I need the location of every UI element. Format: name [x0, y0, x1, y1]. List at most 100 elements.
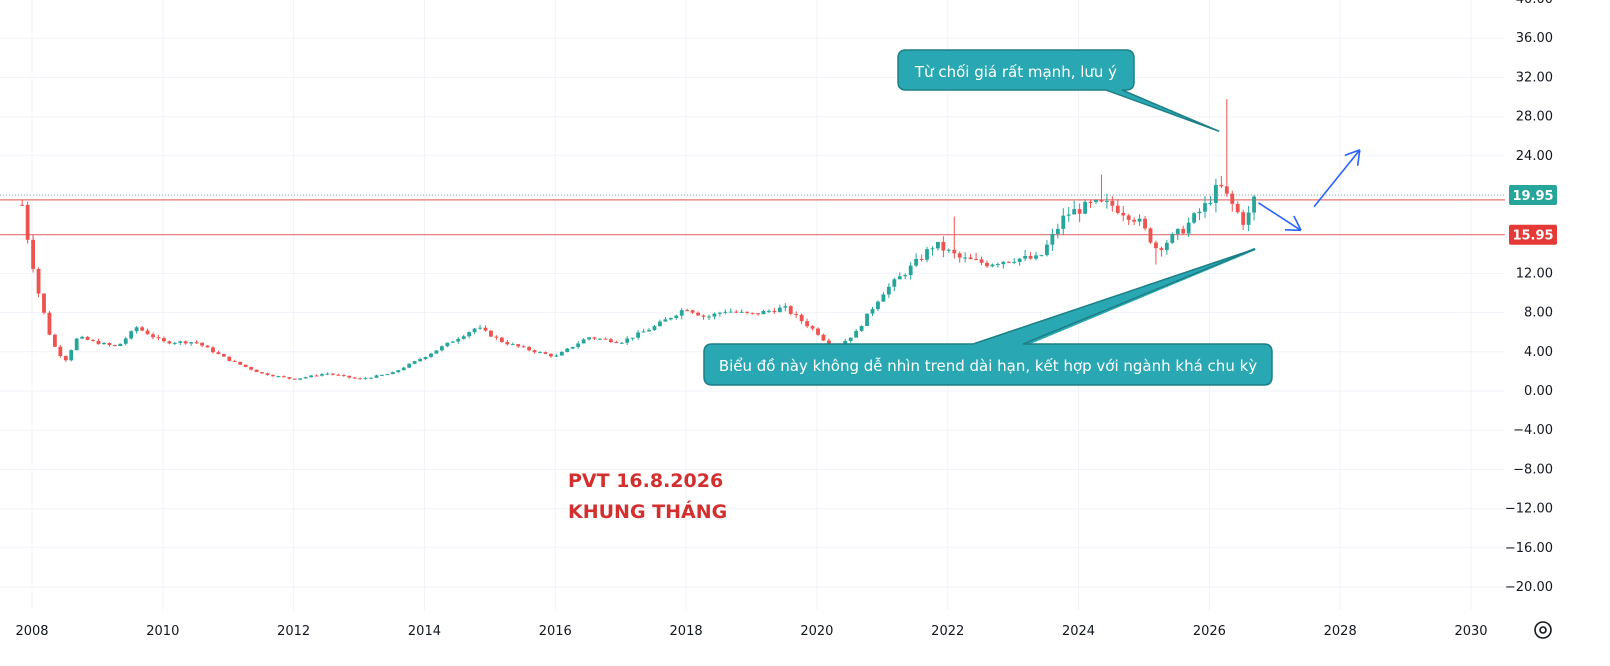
- candle: [728, 308, 733, 313]
- candle: [298, 378, 303, 381]
- candle: [1181, 225, 1186, 235]
- candle: [243, 364, 248, 368]
- candle: [794, 311, 799, 318]
- candle: [423, 356, 428, 360]
- candle: [761, 309, 766, 315]
- candle: [968, 253, 973, 260]
- candle: [123, 336, 128, 346]
- x-tick-label: 2028: [1324, 624, 1357, 639]
- candle: [816, 327, 820, 336]
- y-tick-label: −8.00: [1513, 462, 1553, 477]
- x-tick-label: 2022: [931, 624, 964, 639]
- candle: [145, 328, 150, 335]
- candle: [336, 373, 341, 376]
- candle: [974, 252, 978, 261]
- candle: [690, 309, 695, 314]
- candle: [963, 252, 968, 263]
- arrow-pullback[interactable]: [1257, 202, 1302, 232]
- candle: [717, 311, 722, 317]
- candle: [461, 334, 466, 340]
- candle: [1197, 208, 1202, 221]
- candle: [25, 201, 30, 244]
- candle: [598, 338, 602, 341]
- candle: [810, 325, 815, 331]
- candle: [494, 335, 499, 341]
- candle: [216, 350, 221, 355]
- candle: [478, 324, 482, 330]
- candle: [85, 336, 90, 341]
- candle: [156, 334, 161, 341]
- candle: [565, 347, 570, 353]
- candle: [930, 246, 935, 256]
- candle: [412, 360, 417, 365]
- candle: [1083, 199, 1087, 215]
- candle: [287, 377, 292, 380]
- x-tick-label: 2018: [670, 624, 703, 639]
- candle: [1241, 209, 1246, 231]
- candle: [1077, 203, 1082, 223]
- candle: [325, 372, 330, 376]
- candle: [1055, 223, 1060, 239]
- candle: [172, 341, 177, 346]
- candle: [1115, 199, 1120, 215]
- candle: [221, 353, 226, 357]
- candle: [439, 345, 444, 352]
- candle: [1017, 258, 1022, 266]
- candle: [1088, 199, 1093, 208]
- candle: [532, 349, 537, 354]
- title-line-2: KHUNG THÁNG: [568, 500, 727, 523]
- x-axis[interactable]: 2008 2010 2012 2014 2016 2018 2020 2022 2024 2026…: [15, 624, 1487, 639]
- y-tick-label: −20.00: [1505, 580, 1553, 595]
- candle: [739, 309, 744, 314]
- annotation-trend-note[interactable]: Biểu đồ này không dễ nhìn trend dài hạn,…: [703, 248, 1273, 386]
- callout-rejection-text: Từ chối giá rất mạnh, lưu ý: [914, 63, 1117, 81]
- candle: [1137, 214, 1142, 226]
- candle: [162, 336, 166, 343]
- candle: [919, 254, 924, 262]
- gear-icon[interactable]: [1534, 621, 1552, 639]
- candle: [347, 375, 352, 379]
- candle: [260, 371, 264, 374]
- candle: [401, 366, 406, 371]
- candle: [385, 373, 390, 376]
- candle: [914, 253, 919, 268]
- candle: [897, 272, 902, 280]
- candle: [510, 342, 515, 346]
- candle: [957, 251, 962, 263]
- candle: [990, 263, 995, 268]
- candle: [1121, 205, 1126, 222]
- candle: [554, 353, 559, 358]
- candle: [995, 262, 1000, 268]
- candle: [641, 328, 646, 333]
- candle: [619, 342, 624, 344]
- y-axis[interactable]: 40.0036.0032.0028.0024.0020.0016.0012.00…: [1505, 0, 1553, 595]
- candle: [200, 342, 204, 348]
- candle: [1252, 195, 1256, 221]
- price-tag-current: 19.95: [1509, 185, 1557, 205]
- candle: [1012, 258, 1017, 265]
- candle: [1023, 249, 1028, 262]
- candle: [456, 337, 461, 344]
- candle: [712, 312, 717, 320]
- candle: [1213, 178, 1218, 213]
- candle: [140, 326, 145, 332]
- candle: [96, 338, 101, 345]
- candle: [1164, 239, 1169, 255]
- candle: [767, 309, 771, 314]
- candle: [211, 346, 215, 354]
- svg-text:19.95: 19.95: [1512, 189, 1553, 204]
- candle: [587, 336, 591, 341]
- candle: [330, 373, 335, 376]
- candle: [1143, 216, 1147, 231]
- arrow-upside[interactable]: [1313, 149, 1361, 208]
- candle: [581, 338, 586, 344]
- y-tick-label: 0.00: [1524, 384, 1553, 399]
- annotation-rejection[interactable]: Từ chối giá rất mạnh, lưu ý: [897, 49, 1220, 133]
- y-tick-label: 28.00: [1516, 110, 1553, 125]
- candle: [112, 344, 117, 347]
- candle: [483, 325, 488, 332]
- candle: [592, 336, 597, 341]
- candle: [707, 314, 711, 320]
